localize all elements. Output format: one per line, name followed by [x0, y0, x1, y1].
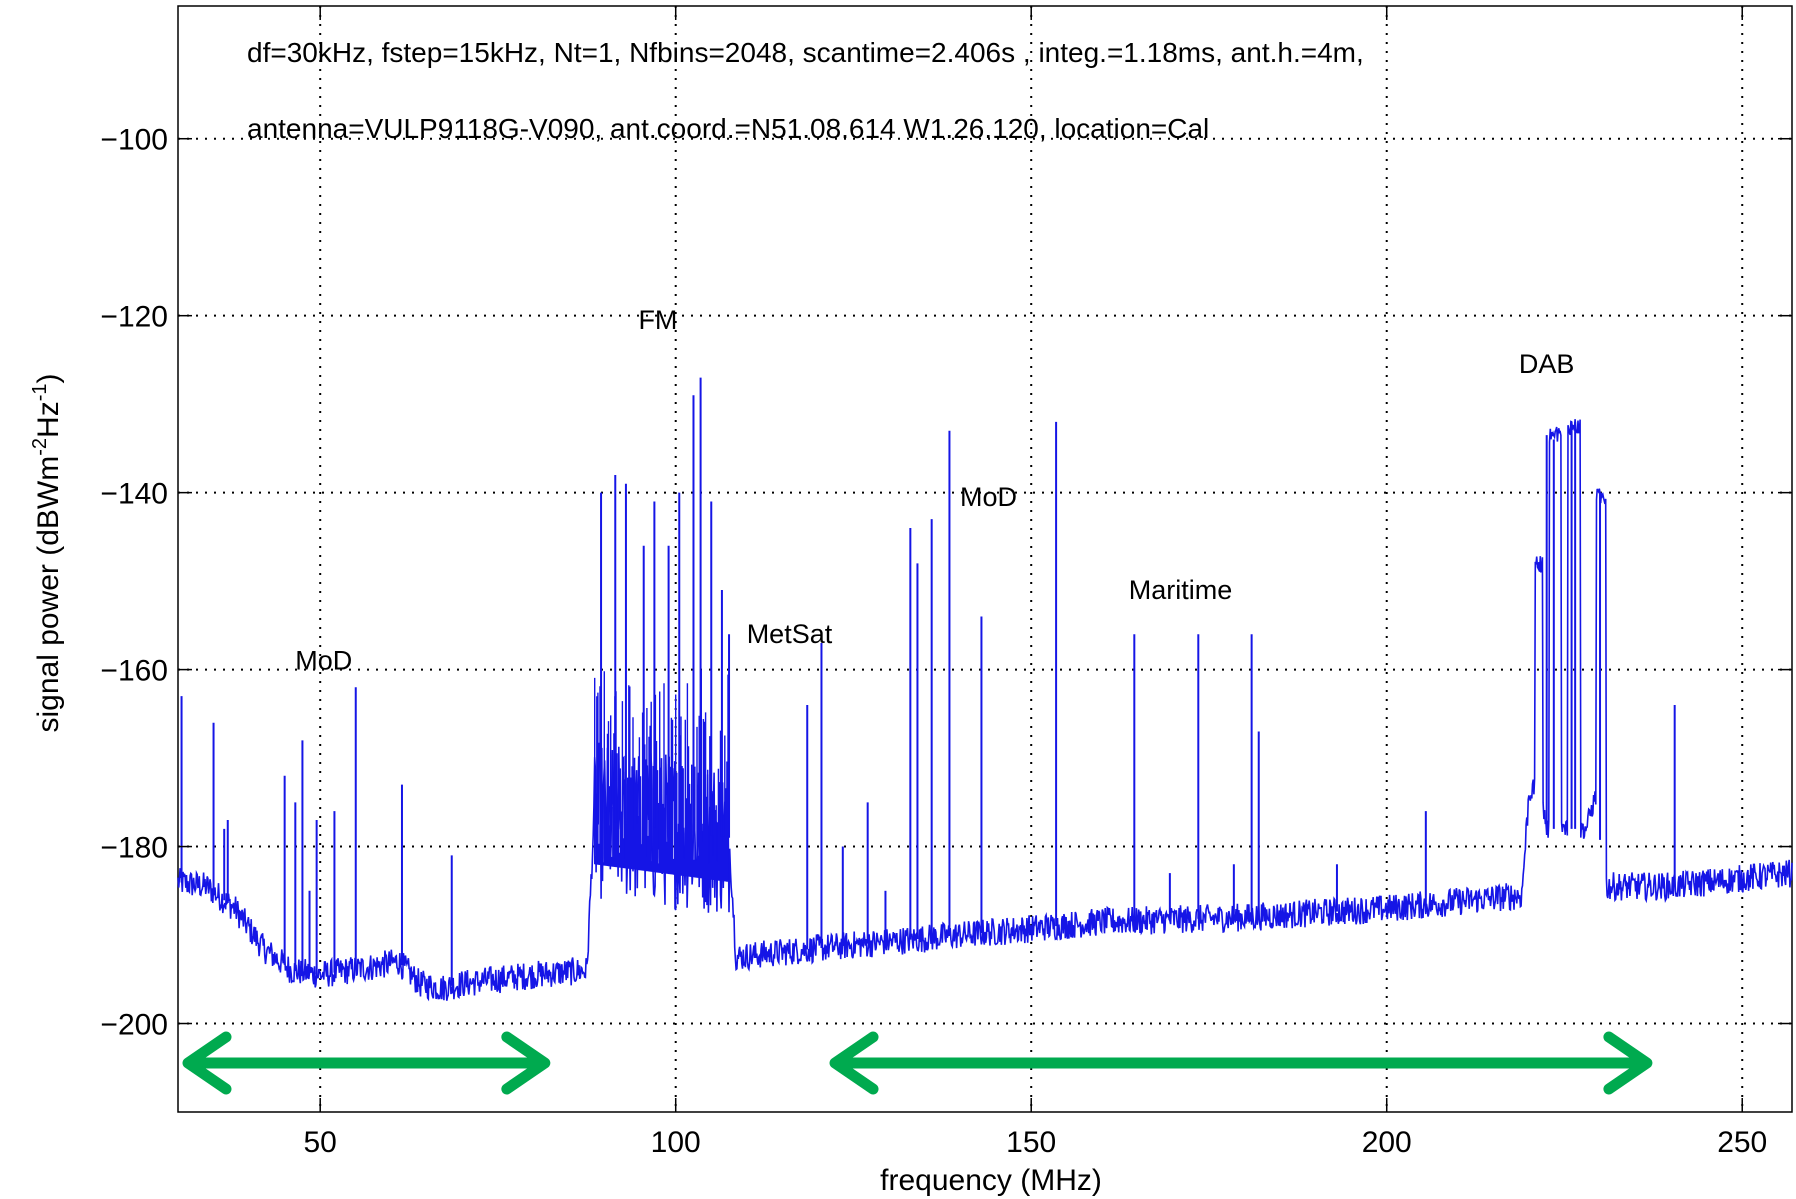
band-label-mod-3: MoD: [960, 482, 1017, 512]
x-tick-label-100: 100: [651, 1126, 701, 1159]
axis-ticks: 50 100 150 200 250 −100 −120 −140 −160 −180 −200: [100, 6, 1792, 1159]
band-label-mod-0: MoD: [295, 646, 352, 676]
x-axis-label: frequency (MHz): [880, 1164, 1102, 1197]
x-tick-label-200: 200: [1362, 1126, 1412, 1159]
y-axis-label-exp2: -1: [29, 383, 51, 401]
axes-box: [177, 5, 1793, 1113]
band-labels: MoD FM MetSat MoD Maritime DAB: [295, 305, 1574, 676]
band-label-metsat-2: MetSat: [747, 619, 833, 649]
x-tick-label-50: 50: [304, 1126, 337, 1159]
y-axis-label-mid: Hz: [32, 401, 65, 438]
y-axis-label-main: signal power (dBWm: [32, 456, 65, 733]
spectrum-trace: [177, 377, 1793, 1002]
x-tick-label-250: 250: [1717, 1126, 1767, 1159]
x-tick-label-150: 150: [1006, 1126, 1056, 1159]
double-arrow-1: [182, 1031, 551, 1095]
arrow-head-left-1: [182, 1031, 232, 1095]
arrow-head-right-2: [1603, 1031, 1653, 1095]
arrow-head-left-2: [829, 1031, 879, 1095]
y-tick-label-160: −160: [100, 655, 168, 688]
y-tick-label-140: −140: [100, 478, 168, 511]
y-tick-label-120: −120: [100, 301, 168, 334]
band-label-maritime-4: Maritime: [1129, 575, 1233, 605]
band-label-dab-5: DAB: [1519, 349, 1575, 379]
y-tick-label-200: −200: [100, 1009, 168, 1042]
scan-parameters-line-1: df=30kHz, fstep=15kHz, Nt=1, Nfbins=2048…: [247, 37, 1364, 68]
scan-parameters-line-2: antenna=VULP9118G-V090, ant.coord.=N51.0…: [247, 113, 1209, 144]
band-label-fm-1: FM: [638, 305, 677, 335]
y-axis-label: signal power (dBWm-2Hz-1): [29, 373, 65, 732]
y-axis-label-exp1: -2: [29, 438, 51, 456]
arrow-head-right-1: [501, 1031, 551, 1095]
plot-frame: [177, 5, 1793, 1113]
y-tick-label-100: −100: [100, 124, 168, 157]
y-tick-label-180: −180: [100, 832, 168, 865]
band-arrows: [182, 1031, 1653, 1095]
spectrum-noise-floor: [177, 419, 1793, 1002]
y-axis-label-end: ): [32, 373, 65, 383]
double-arrow-2: [829, 1031, 1653, 1095]
